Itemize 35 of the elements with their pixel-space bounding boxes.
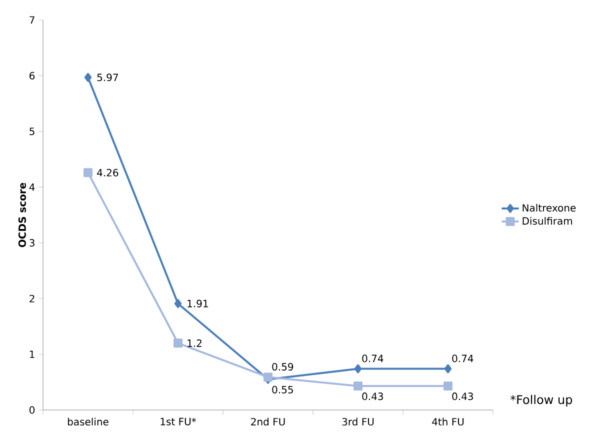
point [84, 72, 92, 82]
point [444, 364, 452, 374]
data-label: 0.43 [452, 392, 473, 400]
data-label: 0.55 [272, 386, 293, 394]
point [174, 338, 183, 348]
y-tick-label: 1 [30, 350, 34, 358]
data-label: 0.74 [362, 354, 384, 362]
data-label: 0.74 [452, 354, 474, 362]
y-tick-label: 7 [30, 16, 34, 24]
legend-label: Naltrexone [522, 204, 576, 212]
data-label: 1.2 [188, 339, 202, 347]
y-tick-label: 2 [30, 294, 34, 302]
data-label: 1.91 [188, 300, 208, 308]
y-tick-label: 4 [29, 183, 35, 191]
x-tick-label: baseline [68, 418, 108, 426]
x-tick-label: 2nd FU [251, 418, 285, 426]
y-axis-title: OCDS score [18, 182, 26, 248]
text: *Follow up [510, 394, 572, 406]
x-tick-label: 3rd FU [342, 418, 374, 426]
data-label: 0.59 [272, 363, 294, 371]
point [354, 364, 362, 374]
y-tick-label: 5 [30, 128, 34, 136]
y-tick-label: 6 [30, 72, 35, 80]
y-tick-label: 3 [30, 239, 34, 247]
data-label: 4.26 [97, 168, 118, 176]
point [84, 168, 93, 178]
y-tick-label: 0 [30, 406, 35, 414]
point [174, 299, 182, 308]
legend-label: Disulfiram [522, 216, 572, 225]
data-label: 0.43 [362, 392, 383, 400]
x-tick-label: 1st FU* [160, 418, 196, 426]
point [354, 382, 362, 391]
x-tick-label: 4th FU [432, 418, 464, 426]
data-label: 5.97 [97, 74, 118, 82]
point [444, 382, 452, 391]
